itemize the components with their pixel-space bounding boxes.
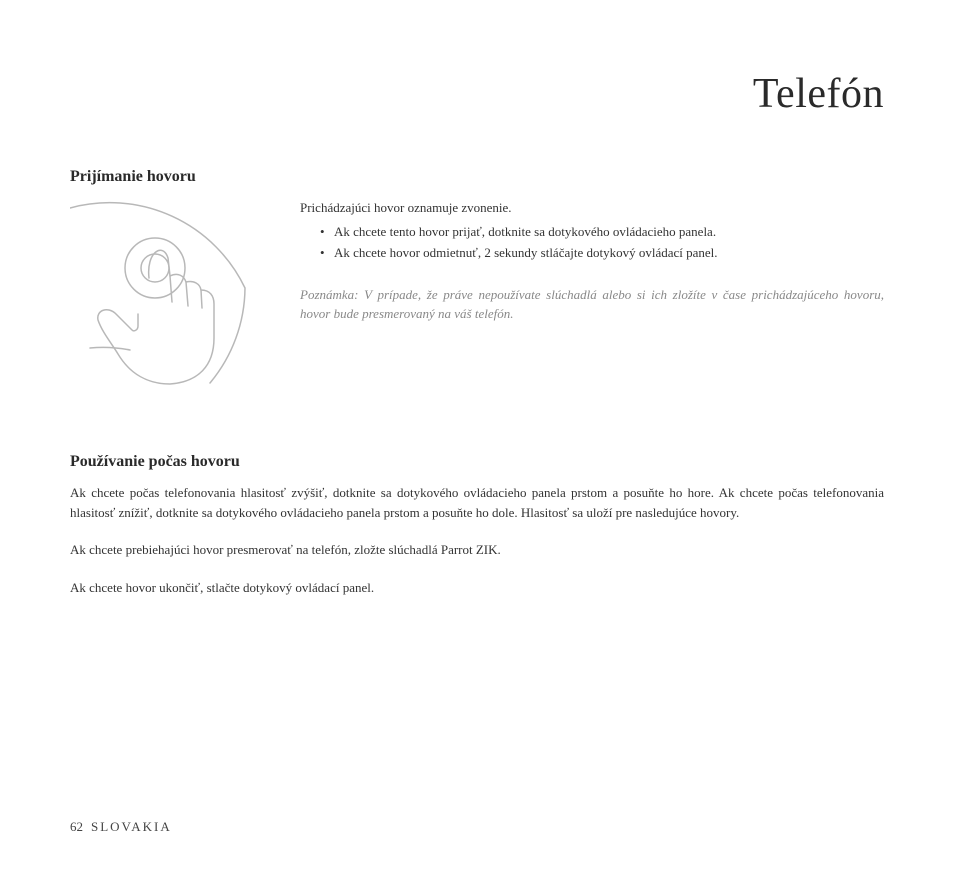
section-receiving-call: Prijímanie hovoru [70,168,884,403]
section2-heading: Používanie počas hovoru [70,453,884,471]
section1-heading: Prijímanie hovoru [70,168,884,186]
page-region: SLOVAKIA [91,819,172,834]
bullet-item: Ak chcete tento hovor prijať, dotknite s… [320,222,884,242]
section2-para: Ak chcete prebiehajúci hovor presmerovať… [70,540,884,560]
section-during-call: Používanie počas hovoru Ak chcete počas … [70,453,884,597]
illustration-column [70,198,280,403]
section1-row: Prichádzajúci hovor oznamuje zvonenie. A… [70,198,884,403]
section1-intro: Prichádzajúci hovor oznamuje zvonenie. [300,198,884,218]
section2-para: Ak chcete počas telefonovania hlasitosť … [70,483,884,522]
page-title: Telefón [70,70,884,118]
section1-bullets: Ak chcete tento hovor prijať, dotknite s… [300,222,884,263]
page-footer: 62 SLOVAKIA [70,819,172,835]
section1-note: Poznámka: V prípade, že práve nepoužívat… [300,285,884,324]
section1-text: Prichádzajúci hovor oznamuje zvonenie. A… [300,198,884,324]
section2-para: Ak chcete hovor ukončiť, stlačte dotykov… [70,578,884,598]
touch-illustration [70,198,280,403]
bullet-item: Ak chcete hovor odmietnuť, 2 sekundy stl… [320,243,884,263]
page-number: 62 [70,819,83,834]
